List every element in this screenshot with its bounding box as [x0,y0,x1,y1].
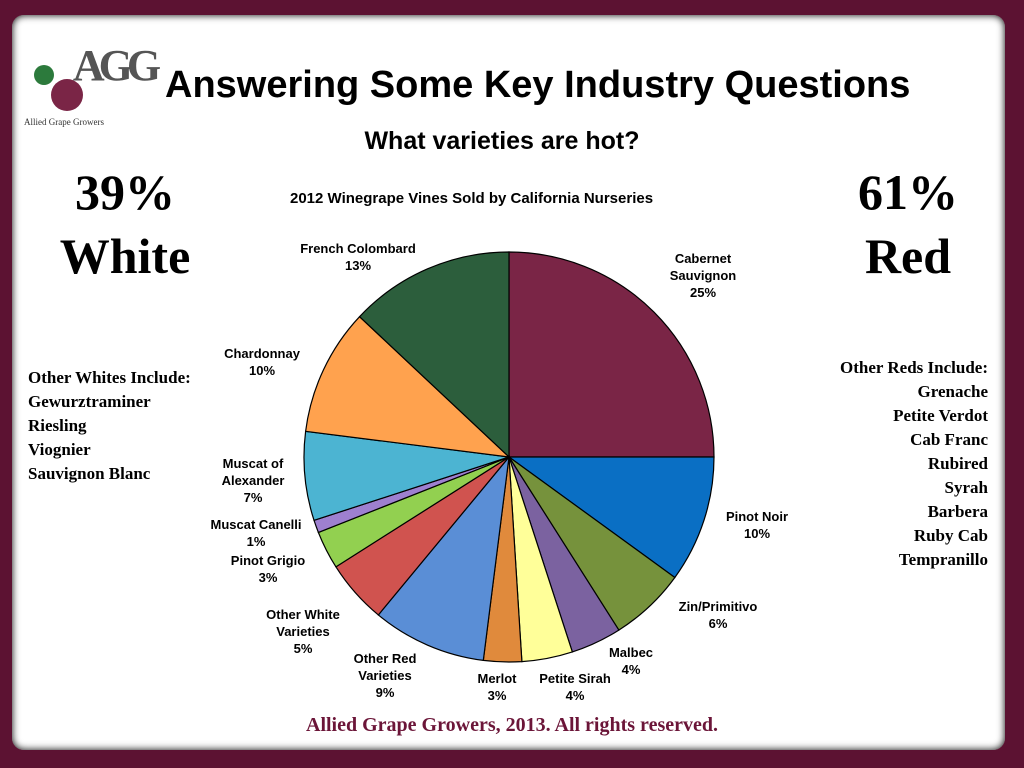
slice-label: Pinot Grigio 3% [218,552,318,586]
value-label: 4% [621,662,641,677]
category-label: Other Red Varieties [353,651,417,683]
category-label: Chardonnay [224,346,300,361]
list-item: Ruby Cab [913,526,988,545]
title: Answering Some Key Industry Questions [165,64,911,106]
value-label: 3% [258,570,278,585]
logo-name: Allied Grape Growers [24,117,104,127]
value-label: 9% [375,685,395,700]
category-label: Merlot [477,671,517,686]
logo: AGG Allied Grape Growers [24,41,162,127]
category-label: Pinot Noir [725,509,789,524]
list-item: Petite Verdot [893,406,988,425]
subtitle: What varieties are hot? [364,127,640,155]
value-label: 3% [487,688,507,703]
list-item: Gewurztraminer [28,392,151,411]
list-heading: Other Whites Include: [28,368,191,387]
logo-letters: AGG [73,41,161,90]
slice-label: Muscat Canelli 1% [196,516,316,550]
list-item: Syrah [944,478,988,497]
list-item: Tempranillo [898,550,988,569]
category-label: Malbec [608,645,654,660]
pie-slice [377,455,510,662]
category-label: Other White Varieties [266,607,340,639]
category-label: Muscat Canelli [210,517,302,532]
category-label: Petite Sirah [539,671,611,686]
slice-label: Muscat of Alexander 7% [213,455,293,506]
list-item: Riesling [28,416,87,435]
red-percent: 61% [858,164,958,220]
other-whites: Other Whites Include: Gewurztraminer Ries… [28,366,191,486]
red-share: 61% Red [808,160,1008,288]
slice-label: French Colombard 13% [283,240,433,274]
pie-slice [508,251,715,458]
value-label: 10% [248,363,276,378]
value-label: 5% [293,641,313,656]
slice-label: Cabernet Sauvignon 25% [653,250,753,301]
list-item: Rubired [927,454,988,473]
slice-label: Pinot Noir 10% [712,508,802,542]
white-label: White [59,228,191,284]
list-item: Grenache [917,382,988,401]
category-label: Pinot Grigio [230,553,306,568]
white-share: 39% White [25,160,225,288]
slice-label: Merlot 3% [472,670,522,704]
value-label: 10% [743,526,771,541]
list-item: Viognier [28,440,91,459]
white-percent: 39% [75,164,175,220]
value-label: 13% [344,258,372,273]
category-label: Cabernet Sauvignon [669,251,737,283]
slice-label: Other Red Varieties 9% [340,650,430,701]
other-reds: Other Reds Include: Grenache Petite Verdo… [840,356,988,572]
list-item: Barbera [927,502,988,521]
slice-label: Malbec 4% [601,644,661,678]
footer: Allied Grape Growers, 2013. All rights r… [306,714,718,736]
slice-label: Other White Varieties 5% [253,606,353,657]
category-label: Muscat of Alexander [221,456,285,488]
value-label: 7% [243,490,263,505]
value-label: 6% [708,616,728,631]
slice-label: Chardonnay 10% [212,345,312,379]
list-item: Sauvignon Blanc [28,464,151,483]
logo-leaf [34,65,54,85]
slice-label: Petite Sirah 4% [528,670,623,704]
pie-slice [507,456,715,579]
list-heading: Other Reds Include: [840,358,988,377]
value-label: 25% [689,285,717,300]
category-label: French Colombard [300,241,416,256]
pie-slice [304,315,511,458]
red-label: Red [864,228,952,284]
value-label: 1% [246,534,266,549]
chart-title: 2012 Winegrape Vines Sold by California … [290,190,654,207]
list-item: Cab Franc [910,430,988,449]
pie-slice [358,251,510,459]
logo-grapes [51,79,83,111]
value-label: 4% [565,688,585,703]
slice-label: Zin/Primitivo 6% [663,598,773,632]
category-label: Zin/Primitivo [678,599,758,614]
